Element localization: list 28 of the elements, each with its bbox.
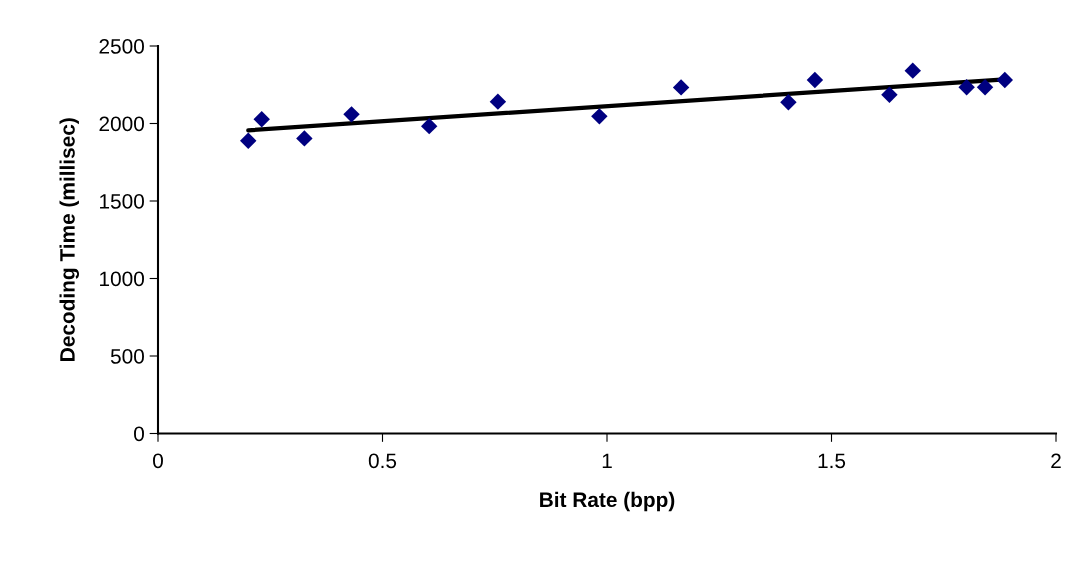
point [996,71,1014,89]
y-tick-label: 1500 [100,194,144,209]
point [881,86,898,104]
point [806,71,824,89]
y-tick-label: 2500 [99,39,144,54]
y-axis-title: Decoding Time (millisec) [59,118,80,361]
point [780,94,797,111]
point [240,132,257,149]
y-tick-label: 0 [134,426,144,442]
point [976,79,994,96]
x-axis-title: Bit Rate (bpp) [540,491,675,512]
point [591,108,608,125]
point [420,117,438,135]
x-tick-label: 1.5 [818,453,846,469]
point [296,130,313,147]
x-tick-label: 0.5 [368,453,397,469]
point [343,106,360,123]
y-tick-label: 1000 [100,271,144,287]
point [958,79,975,96]
y-tick-label: 2000 [99,116,144,132]
y-tick-label: 500 [110,349,144,364]
point [904,62,921,79]
point [489,93,507,110]
x-tick-label: 2 [1051,453,1061,469]
x-tick-label: 1 [602,453,612,469]
x-tick-label: 0 [153,453,163,469]
point [672,79,690,96]
point [253,111,270,128]
